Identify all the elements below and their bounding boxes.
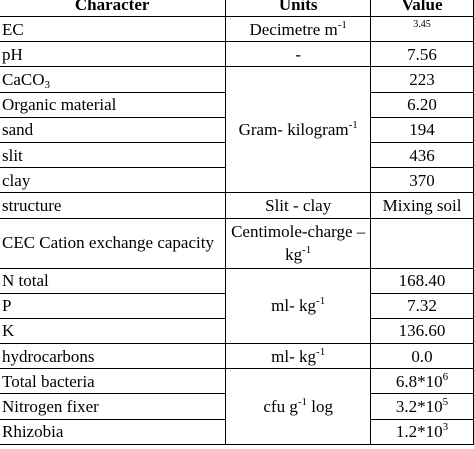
- units-ec: Decimetre m-1: [225, 15, 372, 43]
- table-row: slit 436: [0, 141, 474, 169]
- table-row: K 136.60: [0, 317, 474, 345]
- character-ec: EC: [0, 15, 227, 43]
- value-rhizobia: 1.2*103: [370, 418, 474, 445]
- table-row: structure Slit - clay Mixing soil: [0, 192, 474, 219]
- character-slit: slit: [0, 141, 227, 169]
- header-character: Character: [0, 0, 227, 17]
- units-structure: Slit - clay: [225, 192, 372, 219]
- table-row: Rhizobia 1.2*103: [0, 418, 474, 445]
- value-ec: 3.45: [370, 15, 474, 43]
- units-gram-kilogram: Gram- kilogram-1: [225, 66, 372, 194]
- value-ph: 7.56: [370, 41, 474, 68]
- character-structure: structure: [0, 192, 227, 219]
- table-row: Total bacteria cfu g-1 log 6.8*106: [0, 368, 474, 445]
- value-p: 7.32: [370, 292, 474, 319]
- value-slit: 436: [370, 141, 474, 169]
- character-p: P: [0, 292, 227, 319]
- character-k: K: [0, 317, 227, 345]
- value-organic: 6.20: [370, 91, 474, 118]
- value-total-bacteria: 6.8*106: [370, 368, 474, 395]
- table-row: pH - 7.56: [0, 41, 474, 68]
- table-row: Organic material 6.20: [0, 91, 474, 118]
- table-row: N total ml- kg-1 168.40: [0, 267, 474, 345]
- value-hydrocarbons: 0.0: [370, 343, 474, 370]
- table-row: CaCO3 Gram- kilogram-1 223: [0, 66, 474, 194]
- character-nitrogen-fixer: Nitrogen fixer: [0, 393, 227, 420]
- character-rhizobia: Rhizobia: [0, 418, 227, 445]
- units-cec: Centimole-charge –kg-1: [225, 217, 372, 269]
- units-ml-kilogram: ml- kg-1: [225, 267, 372, 345]
- value-n-total: 168.40: [370, 267, 474, 294]
- character-caco3: CaCO3: [0, 66, 227, 93]
- units-cfu: cfu g-1 log: [225, 368, 372, 445]
- character-cec: CEC Cation exchange capacity: [0, 217, 227, 269]
- character-n-total: N total: [0, 267, 227, 294]
- character-hydrocarbons: hydrocarbons: [0, 343, 227, 370]
- value-k: 136.60: [370, 317, 474, 345]
- character-clay: clay: [0, 167, 227, 194]
- character-total-bacteria: Total bacteria: [0, 368, 227, 395]
- character-ph: pH: [0, 41, 227, 68]
- header-units: Units: [225, 0, 372, 17]
- value-nitrogen-fixer: 3.2*105: [370, 393, 474, 420]
- units-ph: -: [225, 41, 372, 68]
- value-structure: Mixing soil: [370, 192, 474, 219]
- header-value: Value: [370, 0, 474, 17]
- value-sand: 194: [370, 116, 474, 143]
- table-row: hydrocarbons ml- kg-1 0.0: [0, 343, 474, 370]
- table-row: EC Decimetre m-1 3.45: [0, 15, 474, 43]
- character-organic: Organic material: [0, 91, 227, 118]
- table-row: Nitrogen fixer 3.2*105: [0, 393, 474, 420]
- value-cec: [370, 217, 474, 269]
- value-clay: 370: [370, 167, 474, 194]
- character-sand: sand: [0, 116, 227, 143]
- header-row: Character Units Value: [0, 0, 474, 17]
- units-hydrocarbons: ml- kg-1: [225, 343, 372, 370]
- table-row: CEC Cation exchange capacity Centimole-c…: [0, 217, 474, 269]
- table-row: clay 370: [0, 167, 474, 194]
- value-caco3: 223: [370, 66, 474, 93]
